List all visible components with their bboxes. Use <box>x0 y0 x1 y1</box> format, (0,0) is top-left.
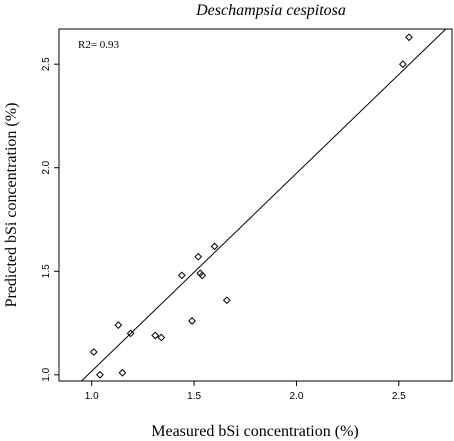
data-point-14 <box>398 60 407 69</box>
data-point-4 <box>126 329 135 338</box>
data-point-13 <box>222 296 231 305</box>
r2-annotation: R2= 0.93 <box>78 39 120 51</box>
y-tick-label-0: 1.0 <box>41 367 52 381</box>
data-point-7 <box>177 271 186 280</box>
plot-frame <box>58 28 453 382</box>
y-tick-label-2: 2.0 <box>41 160 52 174</box>
data-point-2 <box>114 321 123 330</box>
data-point-3 <box>118 368 127 377</box>
x-axis-title: Measured bSi concentration (%) <box>151 423 358 440</box>
data-point-11 <box>198 271 207 280</box>
data-point-1 <box>96 370 104 379</box>
x-tick-label-3: 2.5 <box>392 391 406 402</box>
data-point-6 <box>157 333 166 342</box>
y-axis-title: Predicted bSi concentration (%) <box>3 103 20 308</box>
fit-line-group <box>81 28 447 382</box>
chart-title: Deschampsia cespitosa <box>195 2 346 19</box>
regression-line <box>81 28 447 382</box>
data-point-12 <box>210 242 219 251</box>
data-point-8 <box>188 317 196 325</box>
data-points <box>89 33 413 379</box>
x-axis: 1.0 1.5 2.0 2.5 <box>85 381 406 402</box>
data-point-5 <box>151 331 160 340</box>
x-tick-label-2: 2.0 <box>289 391 303 402</box>
x-tick-label-1: 1.5 <box>187 391 201 402</box>
y-axis: 1.0 1.5 2.0 2.5 <box>41 57 59 382</box>
x-tick-label-0: 1.0 <box>85 391 99 402</box>
data-point-9 <box>194 252 203 261</box>
data-point-0 <box>89 348 98 356</box>
y-tick-label-3: 2.5 <box>41 57 52 71</box>
data-point-10 <box>196 269 205 278</box>
data-point-15 <box>405 33 413 42</box>
y-tick-label-1: 1.5 <box>41 264 52 278</box>
